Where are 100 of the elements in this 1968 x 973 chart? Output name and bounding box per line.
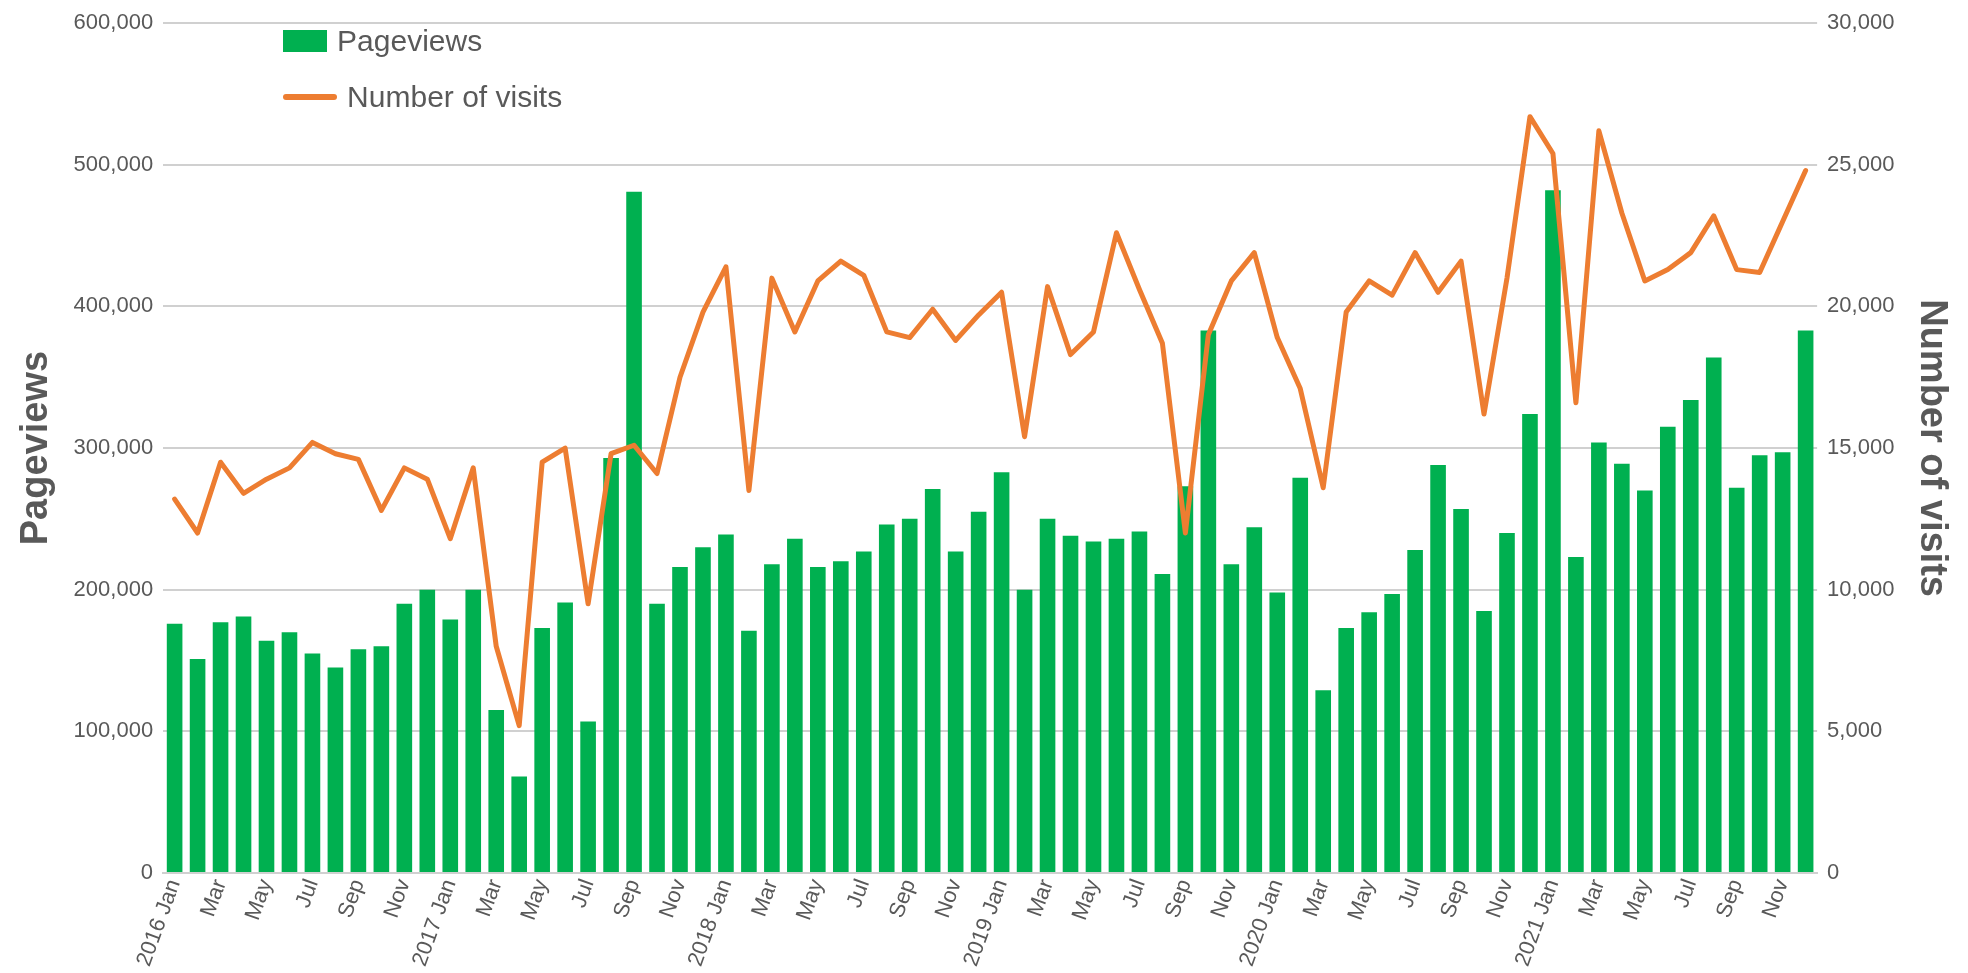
bar xyxy=(1797,330,1814,872)
bar xyxy=(993,472,1010,872)
y2-tick-label: 30,000 xyxy=(1827,9,1895,35)
y2-tick-label: 25,000 xyxy=(1827,150,1895,176)
bar xyxy=(1269,592,1286,872)
bar xyxy=(1637,490,1653,872)
y-tick-label: 0 xyxy=(140,858,154,884)
bar xyxy=(1292,477,1309,872)
bar xyxy=(1614,463,1630,872)
bar xyxy=(695,547,711,872)
bar xyxy=(1085,541,1102,872)
bar xyxy=(832,561,849,872)
x-tick-label: Jul xyxy=(289,875,323,911)
y-tick-label: 200,000 xyxy=(73,575,154,601)
bar xyxy=(741,630,757,872)
bar xyxy=(1407,550,1423,872)
bar xyxy=(258,640,275,872)
x-tick-label: May xyxy=(1066,875,1104,924)
bar xyxy=(947,551,964,872)
x-tick-label: May xyxy=(1341,875,1380,924)
bar xyxy=(1154,574,1171,872)
bar xyxy=(672,567,688,872)
bar xyxy=(1591,442,1607,872)
x-tick-label: Nov xyxy=(653,875,691,921)
y2-axis-title: Number of visits xyxy=(1912,299,1955,597)
bar xyxy=(304,653,321,872)
bar xyxy=(1108,538,1125,872)
y-tick-label: 600,000 xyxy=(73,9,154,35)
bar xyxy=(1568,557,1584,872)
bar xyxy=(350,649,367,872)
bar xyxy=(1062,535,1079,872)
x-tick-label: Sep xyxy=(607,875,645,921)
bar xyxy=(442,619,459,872)
y2-tick-label: 15,000 xyxy=(1827,434,1895,460)
x-tick-label: Sep xyxy=(883,875,921,921)
x-tick-label: Sep xyxy=(331,875,369,921)
y-tick-label: 500,000 xyxy=(73,150,154,176)
y2-tick-label: 0 xyxy=(1827,858,1840,884)
bar xyxy=(1384,593,1400,872)
bar xyxy=(649,603,665,872)
bar xyxy=(718,534,734,872)
bar xyxy=(1131,531,1148,872)
bar xyxy=(396,603,413,872)
bar xyxy=(488,710,505,872)
bar xyxy=(1315,690,1332,872)
x-tick-label: Sep xyxy=(1158,875,1196,921)
y2-tick-label: 10,000 xyxy=(1827,575,1895,601)
bar xyxy=(1476,610,1492,872)
bar xyxy=(1223,564,1240,872)
x-tick-label: Mar xyxy=(745,875,783,920)
bar xyxy=(1545,190,1561,872)
bar xyxy=(1361,612,1377,872)
bar xyxy=(235,616,252,872)
legend-label: Number of visits xyxy=(347,80,563,115)
x-tick-label: May xyxy=(1617,875,1656,924)
y2-tick-label: 20,000 xyxy=(1827,292,1895,318)
bar xyxy=(465,589,482,872)
bar xyxy=(901,518,918,872)
x-tick-label: Mar xyxy=(1021,875,1058,920)
bar xyxy=(1774,452,1791,872)
y-tick-label: 100,000 xyxy=(73,717,154,743)
y-tick-label: 400,000 xyxy=(73,292,154,318)
bar xyxy=(855,551,872,872)
x-tick-label: Mar xyxy=(194,875,231,920)
x-tick-label: Sep xyxy=(1434,875,1472,921)
bar xyxy=(970,511,987,872)
bar xyxy=(373,646,390,872)
bar xyxy=(580,721,596,872)
bar xyxy=(787,538,803,872)
x-tick-label: Nov xyxy=(1756,875,1794,921)
bar xyxy=(557,602,573,872)
bar xyxy=(764,564,780,872)
bar xyxy=(212,622,229,872)
x-tick-label: Jul xyxy=(1392,875,1426,911)
bar xyxy=(1499,533,1515,872)
x-tick-label: Jul xyxy=(841,875,875,911)
y-axis-title: Pageviews xyxy=(13,350,56,546)
bar xyxy=(166,623,183,872)
bar xyxy=(419,589,436,872)
bar xyxy=(327,667,344,872)
x-tick-label: Jul xyxy=(565,875,599,911)
x-tick-label: Nov xyxy=(1204,875,1242,921)
x-tick-label: Sep xyxy=(1710,875,1748,921)
x-tick-label: Jul xyxy=(1116,875,1150,911)
bar xyxy=(1751,455,1768,872)
x-tick-label: May xyxy=(514,875,553,924)
bar xyxy=(1016,589,1033,872)
bar xyxy=(626,191,642,872)
bar xyxy=(1200,330,1217,872)
legend-label: Pageviews xyxy=(337,24,483,59)
bar xyxy=(1659,426,1676,872)
bar xyxy=(281,632,298,872)
bar xyxy=(878,524,895,872)
x-tick-label: Mar xyxy=(1297,875,1334,920)
bar xyxy=(1522,414,1538,872)
x-tick-label: Mar xyxy=(1572,875,1610,920)
x-tick-label: Jul xyxy=(1668,875,1702,911)
y-tick-label: 300,000 xyxy=(73,434,154,460)
bar xyxy=(189,659,206,872)
bar xyxy=(924,489,941,872)
